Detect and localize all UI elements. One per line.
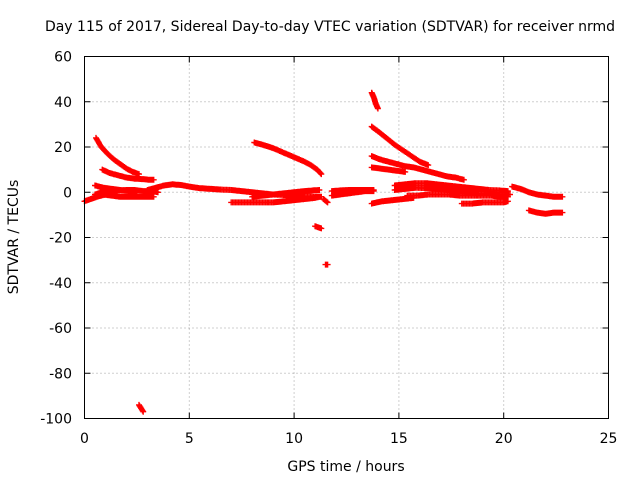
data-point-markers xyxy=(509,183,566,200)
data-point-markers xyxy=(368,123,432,169)
data-segment xyxy=(368,89,381,112)
data-segment xyxy=(312,223,325,232)
y-tick-label: 40 xyxy=(54,95,72,111)
data-point-markers xyxy=(228,193,323,206)
data-points xyxy=(81,89,566,415)
data-segment xyxy=(368,153,467,183)
data-segment xyxy=(368,123,432,169)
data-segment xyxy=(93,134,142,178)
data-point-markers xyxy=(368,153,467,183)
data-point-markers xyxy=(251,139,325,178)
data-point-markers xyxy=(99,166,157,183)
plot-frame xyxy=(84,56,609,419)
data-point-markers xyxy=(404,191,511,200)
x-tick-label: 5 xyxy=(185,431,194,447)
data-segment xyxy=(391,180,511,195)
data-segment xyxy=(458,198,511,207)
data-segment xyxy=(322,261,331,268)
data-point-markers xyxy=(320,196,331,206)
y-axis-label: SDTVAR / TECUs xyxy=(6,180,22,295)
data-segment xyxy=(404,191,511,200)
axis-ticks: 0 5 10 15 20 25 -100 -80 -60 -40 -20 0 20 40 60 xyxy=(40,50,617,448)
y-tick-label: -80 xyxy=(49,366,72,382)
data-segment xyxy=(328,187,377,195)
data-point-markers xyxy=(328,187,377,195)
data-point-markers xyxy=(525,207,566,217)
x-tick-label: 0 xyxy=(80,431,89,447)
data-segment xyxy=(525,207,566,217)
data-segment xyxy=(320,196,331,206)
y-tick-label: -60 xyxy=(49,321,72,337)
data-point-markers xyxy=(391,180,511,195)
x-tick-label: 25 xyxy=(600,431,618,447)
data-segment xyxy=(509,183,566,200)
data-point-markers xyxy=(249,187,323,200)
y-tick-label: 20 xyxy=(54,140,72,156)
x-axis-label: GPS time / hours xyxy=(287,459,404,475)
y-tick-label: 0 xyxy=(63,185,72,201)
y-tick-label: 60 xyxy=(54,50,72,66)
data-point-markers xyxy=(100,191,157,200)
data-segment xyxy=(368,164,409,175)
data-point-markers xyxy=(322,261,331,268)
chart-title: Day 115 of 2017, Sidereal Day-to-day VTE… xyxy=(45,19,615,35)
data-point-markers xyxy=(93,134,142,178)
data-point-markers xyxy=(458,198,511,207)
x-tick-label: 10 xyxy=(285,431,303,447)
x-tick-label: 15 xyxy=(390,431,408,447)
y-tick-label: -100 xyxy=(40,412,72,428)
x-tick-label: 20 xyxy=(495,431,513,447)
data-segment xyxy=(100,191,157,200)
data-point-markers xyxy=(368,164,409,175)
y-tick-label: -20 xyxy=(49,231,72,247)
data-point-markers xyxy=(312,223,325,232)
y-tick-label: -40 xyxy=(49,276,72,292)
grid-lines xyxy=(84,56,609,419)
data-segment xyxy=(136,401,147,415)
data-segment xyxy=(251,139,325,178)
data-segment xyxy=(228,193,323,206)
data-point-markers xyxy=(368,89,381,112)
data-segment xyxy=(99,166,157,183)
data-point-markers xyxy=(136,401,147,415)
data-segment xyxy=(249,187,323,200)
